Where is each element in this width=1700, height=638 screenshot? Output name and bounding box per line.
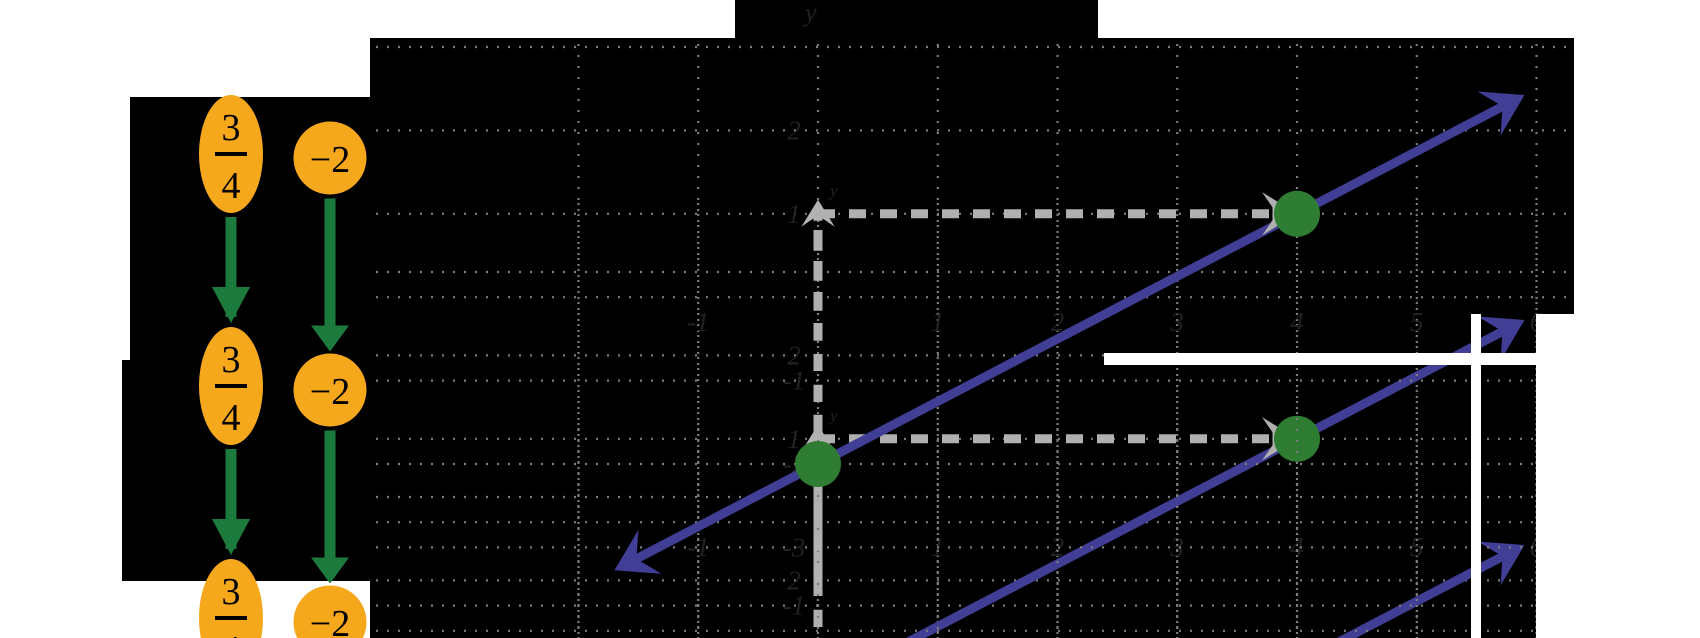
svg-text:3: 3 <box>222 571 241 613</box>
svg-text:−2: −2 <box>310 603 350 638</box>
svg-text:3: 3 <box>222 339 241 381</box>
svg-text:−2: −2 <box>310 371 350 413</box>
svg-text:4: 4 <box>222 397 241 439</box>
svg-text:4: 4 <box>222 629 241 638</box>
svg-text:4: 4 <box>222 165 241 207</box>
svg-text:−2: −2 <box>310 139 350 181</box>
svg-text:3: 3 <box>222 107 241 149</box>
